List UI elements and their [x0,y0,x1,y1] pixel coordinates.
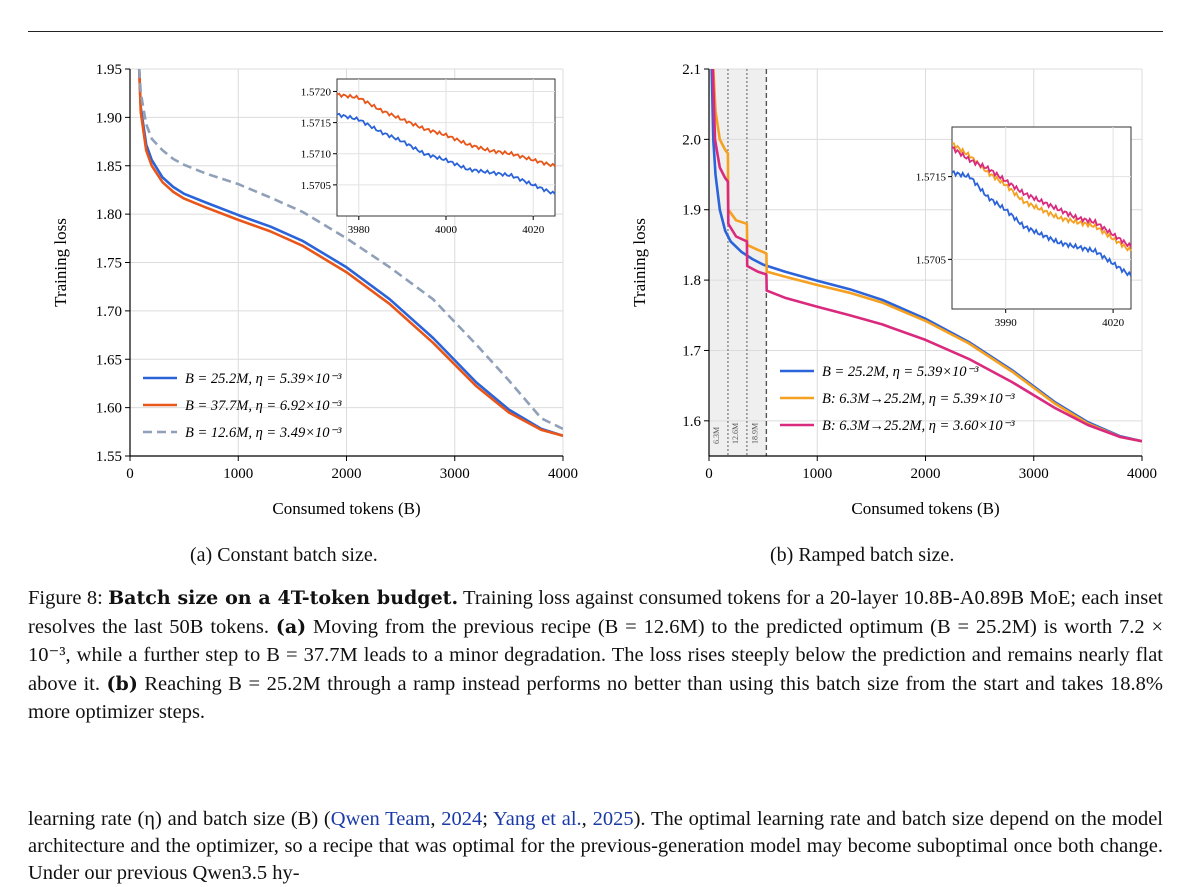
citation-qwen-year[interactable]: 2024 [441,808,483,830]
citation-yang-year[interactable]: 2025 [592,808,634,830]
top-rule [28,31,1163,32]
inset-x-tick-label: 4000 [435,224,458,236]
x-tick-label: 0 [705,466,713,482]
x-axis-label: Consumed tokens (B) [851,499,999,518]
chart-panel: 6.3M 12.6M 18.9M 0 1000 2000 3000 4000 1.6 1.7 1.8… [630,62,1157,518]
inset-x-tick-label: 4020 [522,224,545,236]
caption-title: Batch size on a 4T-token budget. [108,587,459,609]
chart-panel: 0 1000 2000 3000 4000 1.55 1.60 1.65 1.70 1.75 1.8… [51,62,578,518]
x-tick-label: 2000 [911,466,941,482]
figure-8: 0 1000 2000 3000 40001.551.601.651.701.751.8… [51,62,1157,518]
inset-x-tick-label: 4020 [1102,317,1125,329]
series-line [137,69,563,431]
body-text-2: ). The optimal learning rate and batch s… [28,808,1164,884]
series-line [712,69,1142,443]
legend-label: B = 25.2M, η = 5.39×10⁻³ [822,364,979,380]
y-tick-label: 1.60 [96,401,122,417]
y-tick-label: 1.8 [682,273,701,289]
body-paragraph: learning rate (η) and batch size (B) (Qw… [28,806,1163,887]
x-tick-label: 1000 [223,466,253,482]
citation-qwen-team[interactable]: Qwen Team [330,808,431,830]
subcaption-b: (b) Ramped batch size. [770,544,955,566]
y-tick-label: 1.55 [96,449,122,465]
inset-plot: 3990 4020 1.5705 1.5715 [916,126,1132,329]
citation-separator: ; [482,808,494,830]
inset-series-line [336,112,556,195]
y-tick-label: 1.9 [682,203,701,219]
y-tick-label: 1.65 [96,352,122,368]
y-tick-label: 1.95 [96,62,122,78]
series-line [711,69,1142,443]
legend-label: B: 6.3M→25.2M, η = 5.39×10⁻³ [822,391,1015,407]
x-tick-label: 3000 [440,466,470,482]
citation-yang[interactable]: Yang et al. [493,808,582,830]
figure-caption: Figure 8: Batch size on a 4T-token budge… [28,584,1163,727]
y-tick-label: 2.0 [682,132,701,148]
inset-plot: 3980 4000 4020 1.5705 1.5710 1.5715 1.5720 [301,78,556,236]
legend-label: B: 6.3M→25.2M, η = 3.60×10⁻³ [822,418,1015,434]
legend-label: B = 37.7M, η = 6.92×10⁻³ [185,398,342,414]
body-text-1: learning rate (η) and batch size (B) ( [28,808,331,830]
ramp-stage-label: 12.6M [731,423,740,444]
inset-x-tick-label: 3990 [995,317,1018,329]
citation-separator: , [430,808,442,830]
inset-series-line [951,146,1132,248]
citation-separator: , [581,808,593,830]
y-tick-label: 1.90 [96,110,122,126]
inset-y-tick-label: 1.5705 [301,180,332,192]
x-tick-label: 2000 [332,466,362,482]
y-tick-label: 1.85 [96,159,122,175]
inset-series-line [336,92,556,168]
x-tick-label: 0 [126,466,134,482]
inset-y-tick-label: 1.5715 [916,172,947,184]
y-tick-label: 1.6 [682,414,701,430]
inset-frame [951,126,1132,310]
ramp-stage-label: 6.3M [712,427,721,444]
x-tick-label: 4000 [548,466,578,482]
inset-y-tick-label: 1.5705 [916,254,947,266]
inset-series-line [951,169,1132,277]
x-tick-label: 3000 [1019,466,1049,482]
caption-text-3: Reaching B = 25.2M through a ramp instea… [28,672,1164,724]
caption-text-2: Moving from the previous recipe (B = 12.… [28,615,1164,695]
caption-tag-a: (a) [275,615,307,638]
caption-label: Figure 8: [28,587,103,609]
series-line [137,69,563,437]
x-tick-label: 1000 [802,466,832,482]
caption-text-1: Training loss against consumed tokens fo… [28,587,1164,638]
y-axis-label: Training loss [630,218,649,307]
legend-label: B = 25.2M, η = 5.39×10⁻³ [185,371,342,387]
inset-y-tick-label: 1.5720 [301,86,332,98]
x-tick-label: 4000 [1127,466,1157,482]
subcaption-a: (a) Constant batch size. [190,544,378,566]
y-tick-label: 1.7 [682,343,701,359]
inset-x-tick-label: 3980 [348,224,371,236]
y-tick-label: 1.75 [96,256,122,272]
series-line [137,69,563,437]
y-tick-label: 1.80 [96,207,122,223]
y-tick-label: 1.70 [96,304,122,320]
legend-label: B = 12.6M, η = 3.49×10⁻³ [185,425,342,441]
inset-y-tick-label: 1.5715 [301,118,332,130]
y-axis-label: Training loss [51,218,70,307]
ramp-stage-label: 18.9M [750,423,759,444]
x-axis-label: Consumed tokens (B) [272,499,420,518]
y-tick-label: 2.1 [682,62,701,78]
caption-tag-b: (b) [106,672,138,695]
inset-y-tick-label: 1.5710 [301,149,332,161]
